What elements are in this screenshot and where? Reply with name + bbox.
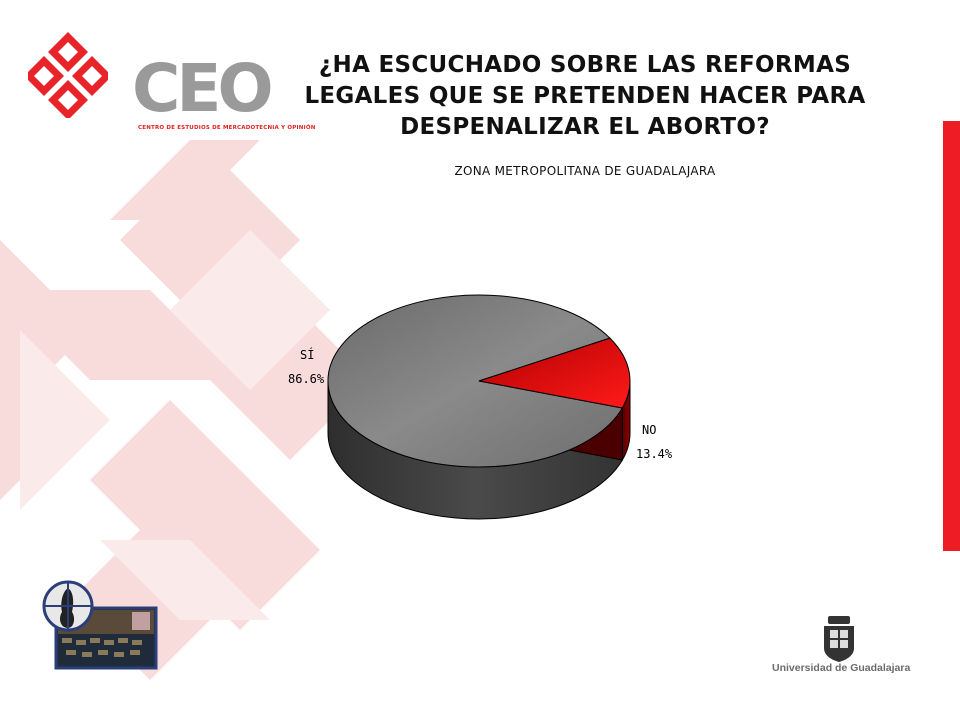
slice-value-si: 86.6% bbox=[288, 372, 325, 386]
logo-wordmark: CEO bbox=[132, 50, 274, 127]
udg-seal-icon bbox=[824, 616, 854, 662]
slice-label-si: SÍ bbox=[300, 347, 314, 362]
ceo-logo: CEO CENTRO DE ESTUDIOS DE MERCADOTECNIA … bbox=[28, 28, 315, 131]
congress-photo bbox=[42, 580, 158, 670]
pie-slice-si bbox=[327, 294, 624, 468]
title-line: LEGALES QUE SE PRETENDEN HACER PARA bbox=[304, 83, 866, 109]
accent-bar bbox=[943, 121, 960, 551]
page-title: ¿HA ESCUCHADO SOBRE LAS REFORMAS LEGALES… bbox=[270, 50, 900, 143]
pie-chart: SÍ 86.6% NO 13.4% bbox=[288, 294, 673, 520]
title-line: ¿HA ESCUCHADO SOBRE LAS REFORMAS bbox=[318, 52, 852, 78]
university-name: Universidad de Guadalajara bbox=[772, 662, 911, 674]
slice-value-no: 13.4% bbox=[636, 447, 673, 461]
slice-label-no: NO bbox=[642, 423, 656, 437]
logo-subtitle: CENTRO DE ESTUDIOS DE MERCADOTECNIA Y OP… bbox=[138, 125, 316, 131]
title-line: DESPENALIZAR EL ABORTO? bbox=[400, 114, 770, 140]
pie-slice-no bbox=[478, 337, 631, 409]
page-subtitle: ZONA METROPOLITANA DE GUADALAJARA bbox=[454, 164, 716, 178]
